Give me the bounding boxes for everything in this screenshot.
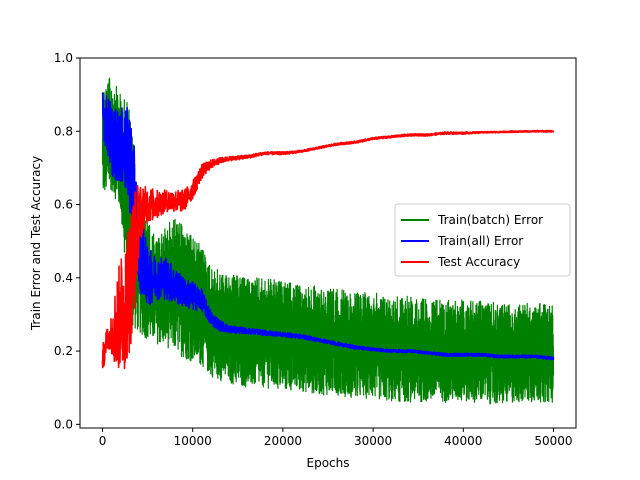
legend-label: Test Accuracy bbox=[437, 255, 520, 269]
x-tick-label: 0 bbox=[99, 434, 107, 448]
y-tick-label: 0.2 bbox=[54, 344, 73, 358]
series-line-train-batch-error bbox=[101, 77, 555, 405]
y-tick-label: 0.0 bbox=[54, 417, 73, 431]
series-line-train-all-error bbox=[101, 92, 555, 361]
x-axis-label: Epochs bbox=[307, 456, 350, 470]
x-tick-label: 40000 bbox=[444, 434, 482, 448]
legend-label: Train(batch) Error bbox=[437, 213, 543, 227]
legend: Train(batch) Error Train(all) Error Test A… bbox=[394, 203, 571, 277]
x-tick-label: 30000 bbox=[354, 434, 392, 448]
x-tick-label: 10000 bbox=[174, 434, 212, 448]
series-line-test-accuracy bbox=[101, 129, 555, 370]
y-axis-label: Train Error and Test Accuracy bbox=[29, 156, 43, 331]
plot-frame bbox=[79, 57, 577, 429]
y-tick-label: 0.8 bbox=[54, 124, 73, 138]
x-tick-label: 50000 bbox=[534, 434, 572, 448]
y-axis: 0.0 0.2 0.4 0.6 0.8 1.0 bbox=[54, 51, 80, 431]
x-axis: 0 10000 20000 30000 40000 50000 bbox=[99, 428, 573, 448]
legend-label: Train(all) Error bbox=[437, 234, 523, 248]
x-tick-label: 20000 bbox=[264, 434, 302, 448]
y-tick-label: 1.0 bbox=[54, 51, 73, 65]
legend-box bbox=[394, 203, 571, 277]
series-layer bbox=[101, 77, 555, 405]
y-tick-label: 0.6 bbox=[54, 198, 73, 212]
y-tick-label: 0.4 bbox=[54, 271, 73, 285]
